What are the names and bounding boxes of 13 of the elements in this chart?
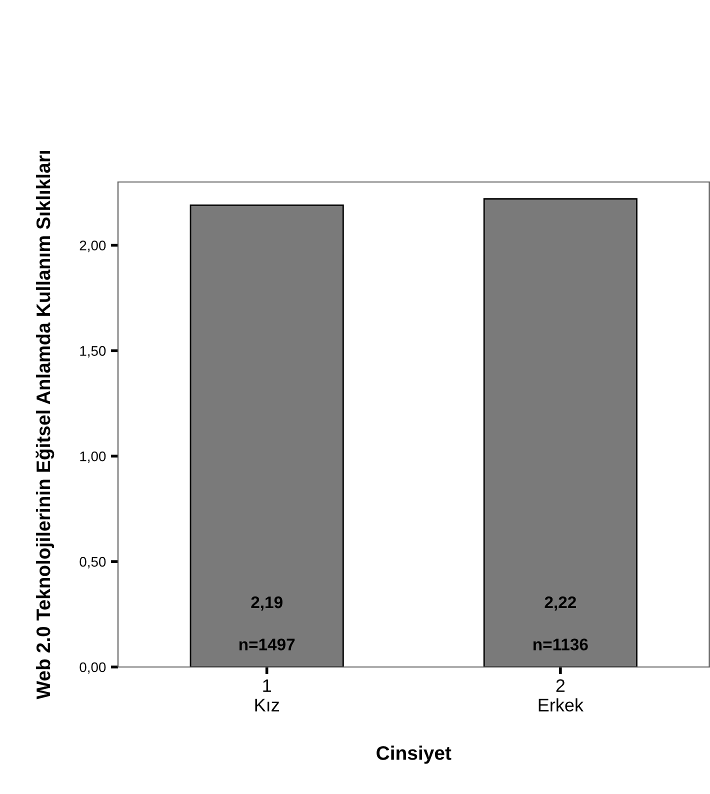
data-label: 2,19 xyxy=(251,596,282,611)
x-tick-label: 1 Kız xyxy=(255,679,279,712)
y-tick-label: 0,50 xyxy=(80,556,106,568)
annotation: n=1497 xyxy=(239,638,295,650)
x-axis-title: Cinsiyet xyxy=(376,746,452,764)
x-tick-label: 2 Erkek xyxy=(538,679,584,712)
y-tick-label: 2,00 xyxy=(80,240,106,252)
y-axis-title: Web 2.0 Teknolojilerinin Eğitsel Anlamda Kullanım Sıklıkları xyxy=(36,151,54,700)
data-label: 2,22 xyxy=(544,596,576,611)
y-tick-label: 0,00 xyxy=(80,662,106,674)
y-tick-label: 1,50 xyxy=(80,346,106,358)
y-tick-label: 1,00 xyxy=(80,451,106,463)
annotation: n=1136 xyxy=(534,638,588,650)
